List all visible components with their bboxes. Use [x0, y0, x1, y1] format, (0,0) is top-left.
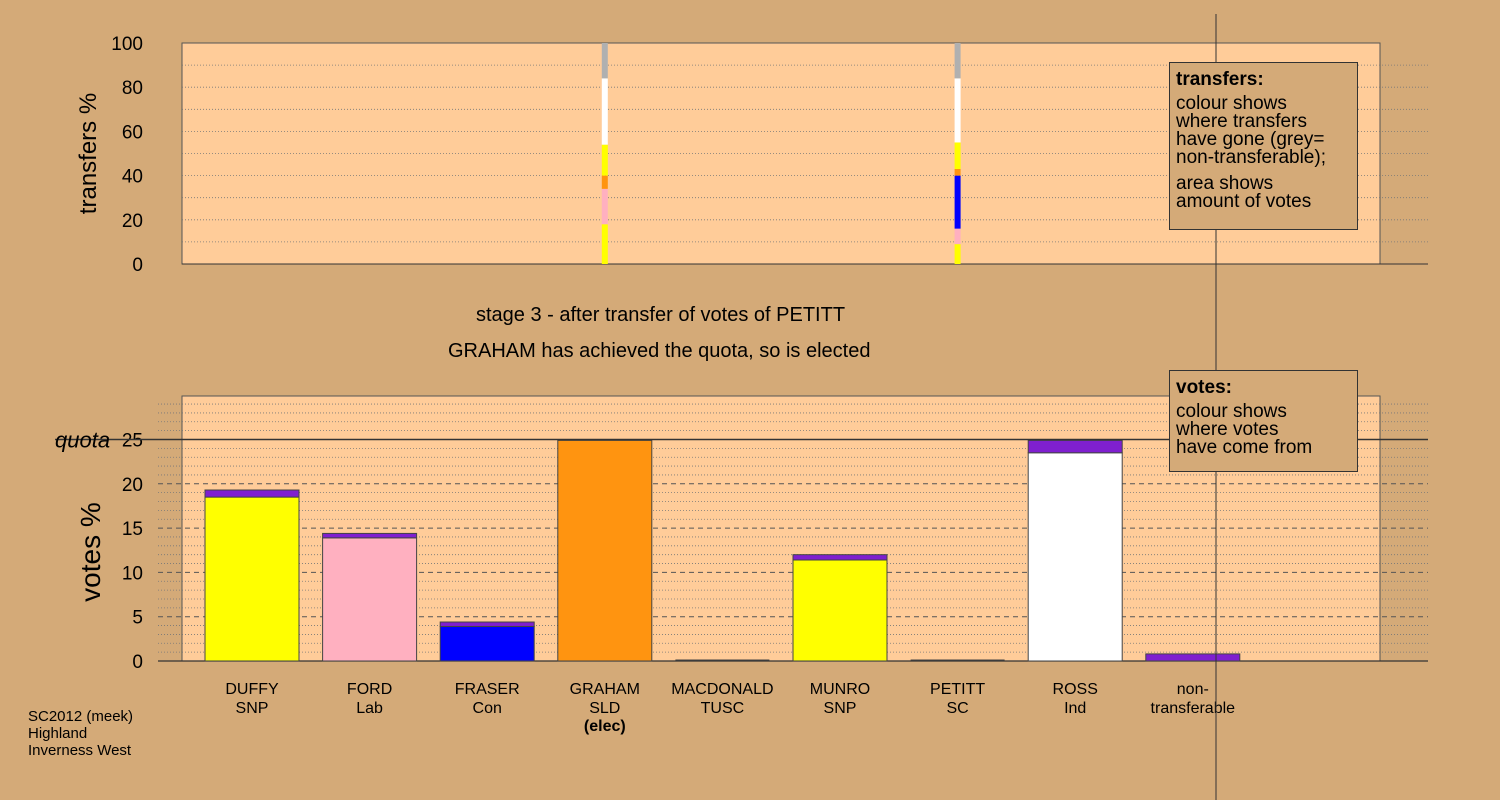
transfers-legend-line: colour shows [1176, 93, 1287, 114]
vote-bar [557, 439, 653, 662]
votes-y-tick-label: 25 [122, 431, 143, 452]
votes-y-tick-label: 20 [122, 475, 143, 496]
candidate-name-label: MACDONALD [671, 681, 773, 698]
candidate-name-label: FORD [347, 681, 392, 698]
vote-bar [792, 559, 888, 662]
vote-transfer-bar [204, 489, 300, 498]
candidate-name-label: PETITT [930, 681, 985, 698]
candidate-name-label: GRAHAM [570, 681, 640, 698]
vote-transfer-bar [792, 554, 888, 561]
votes-legend-line: colour shows [1176, 401, 1287, 422]
transfers-y-tick-label: 80 [122, 78, 143, 99]
transfers-y-tick-label: 100 [111, 34, 143, 55]
votes-y-axis-label: votes % [75, 502, 106, 602]
vote-transfer-bar [1027, 439, 1123, 454]
vote-transfer-bar [322, 532, 418, 539]
transfers-legend-line: amount of votes [1176, 191, 1312, 212]
transfer-segment [601, 224, 608, 264]
vote-bar [204, 496, 300, 662]
candidate-party-label: transferable [1151, 700, 1236, 717]
vote-bar [322, 537, 418, 662]
votes-legend: votes: colour shows where votes have com… [1169, 370, 1358, 472]
candidate-party-label: Ind [1064, 700, 1086, 717]
transfers-legend-line: have gone (grey= [1176, 129, 1325, 150]
candidate-party-label: SC [946, 700, 968, 717]
footer-line: Inverness West [28, 742, 132, 759]
vote-bar [1027, 452, 1123, 662]
transfers-legend-line: area shows [1176, 173, 1274, 194]
transfer-segment [954, 228, 961, 245]
transfers-y-tick-label: 0 [132, 255, 143, 276]
footer-info: SC2012 (meek) Highland Inverness West [28, 708, 133, 759]
candidate-name-label: ROSS [1053, 681, 1098, 698]
transfer-segment [954, 78, 961, 143]
transfer-segment [601, 175, 608, 189]
candidate-name-label: FRASER [455, 681, 520, 698]
candidate-name-label: non- [1177, 681, 1209, 698]
votes-y-tick-label: 15 [122, 519, 143, 540]
candidate-party-label: SNP [236, 700, 269, 717]
transfers-legend-line: non-transferable); [1176, 147, 1326, 168]
transfers-legend-line: where transfers [1176, 111, 1307, 132]
candidate-party-label: SLD [589, 700, 620, 717]
votes-legend-title: votes: [1176, 377, 1232, 398]
transfers-y-axis-label: transfers % [75, 93, 102, 214]
transfers-y-tick-label: 40 [122, 167, 143, 188]
votes-y-tick-label: 5 [132, 608, 143, 629]
transfer-segment [601, 43, 608, 79]
transfer-segment [954, 244, 961, 264]
candidate-party-label: Lab [356, 700, 383, 717]
candidate-party-label: SNP [824, 700, 857, 717]
transfer-segment [954, 142, 961, 169]
candidate-party-label: Con [473, 700, 502, 717]
candidate-name-label: MUNRO [810, 681, 870, 698]
candidate-elected-label: (elec) [584, 718, 626, 735]
transfer-segment [954, 43, 961, 79]
votes-y-tick-label: 0 [132, 652, 143, 673]
transfers-legend-title: transfers: [1176, 69, 1264, 90]
stage-title: stage 3 - after transfer of votes of PET… [476, 304, 846, 326]
transfer-segment [954, 168, 961, 176]
transfers-y-tick-label: 60 [122, 122, 143, 143]
candidate-party-label: TUSC [701, 700, 745, 717]
transfer-segment [601, 188, 608, 225]
footer-line: Highland [28, 725, 88, 742]
quota-label: quota [55, 428, 110, 453]
votes-legend-line: have come from [1176, 437, 1313, 458]
transfer-segment [954, 175, 961, 229]
votes-y-tick-label: 10 [122, 563, 143, 584]
stage-subtitle: GRAHAM has achieved the quota, so is ele… [448, 340, 871, 362]
transfers-legend: transfers: colour shows where transfers … [1169, 62, 1358, 230]
candidate-name-label: DUFFY [225, 681, 279, 698]
vote-bar [439, 625, 535, 662]
vote-transfer-bar [1145, 653, 1241, 662]
votes-legend-line: where votes [1176, 419, 1279, 440]
transfer-segment [601, 78, 608, 145]
footer-line: SC2012 (meek) [28, 708, 134, 725]
transfer-segment [601, 144, 608, 176]
vote-transfer-bar [439, 621, 535, 627]
transfers-y-tick-label: 20 [122, 211, 143, 232]
